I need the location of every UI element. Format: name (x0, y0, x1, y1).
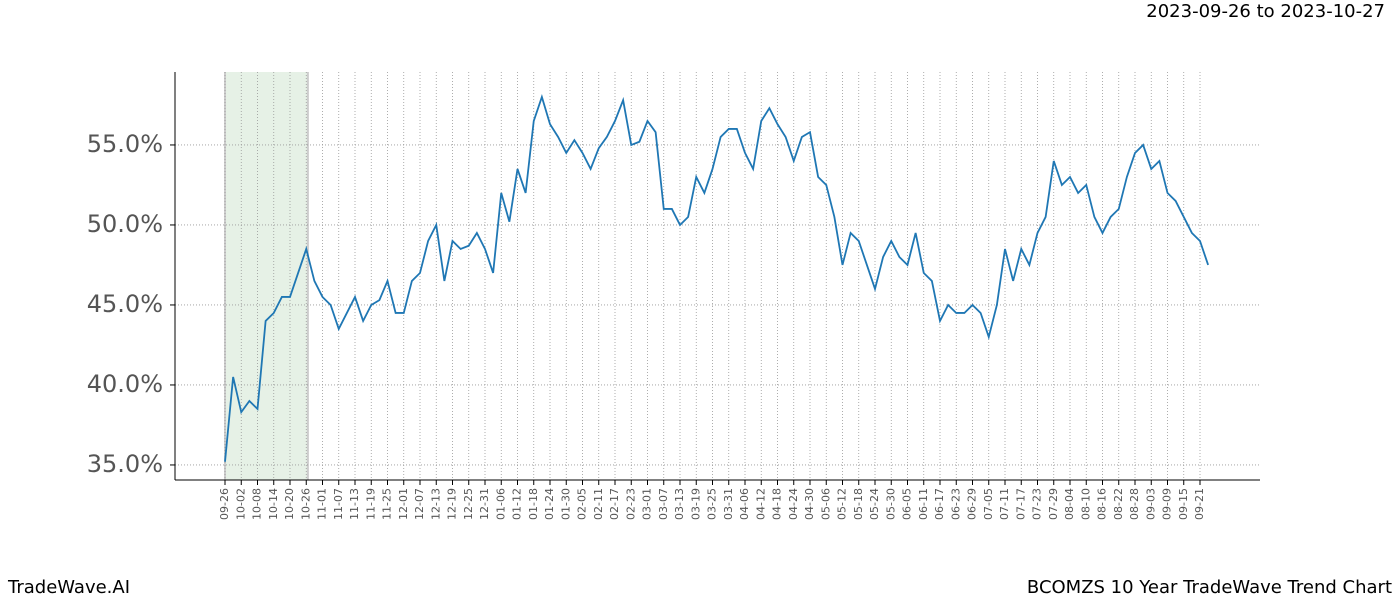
x-tick-label: 10-08 (251, 488, 264, 520)
x-tick-label: 04-06 (738, 488, 751, 520)
x-tick-label: 08-22 (1112, 488, 1125, 520)
x-tick-label: 03-13 (673, 488, 686, 520)
y-tick-label: 45.0% (87, 290, 163, 318)
y-tick-label: 35.0% (87, 450, 163, 478)
x-tick-label: 01-30 (559, 488, 572, 520)
x-tick-label: 12-07 (413, 488, 426, 520)
x-tick-label: 11-25 (381, 488, 394, 520)
x-tick-label: 07-05 (982, 488, 995, 520)
x-tick-label: 04-18 (771, 488, 784, 520)
x-tick-label: 11-01 (316, 488, 329, 520)
x-tick-label: 04-24 (787, 488, 800, 520)
x-tick-label: 05-18 (852, 488, 865, 520)
x-tick-label: 11-19 (364, 488, 377, 520)
x-tick-label: 03-19 (689, 488, 702, 520)
x-tick-label: 05-06 (819, 488, 832, 520)
x-tick-label: 05-30 (884, 488, 897, 520)
x-tick-label: 09-21 (1193, 488, 1206, 520)
x-tick-label: 02-23 (624, 488, 637, 520)
x-tick-label: 09-26 (218, 488, 231, 520)
x-tick-label: 06-29 (966, 488, 979, 520)
x-tick-label: 06-17 (933, 488, 946, 520)
x-tick-label: 09-03 (1144, 488, 1157, 520)
x-tick-label: 03-25 (706, 488, 719, 520)
x-tick-label: 03-31 (722, 488, 735, 520)
x-tick-label: 06-05 (901, 488, 914, 520)
x-tick-label: 01-24 (543, 488, 556, 520)
x-tick-label: 06-11 (917, 488, 930, 520)
x-tick-label: 08-16 (1096, 488, 1109, 520)
x-tick-label: 03-07 (657, 488, 670, 520)
x-tick-label: 06-23 (949, 488, 962, 520)
y-tick-label: 55.0% (87, 130, 163, 158)
x-tick-label: 10-26 (299, 488, 312, 520)
x-tick-label: 01-12 (511, 488, 524, 520)
x-tick-label: 10-20 (283, 488, 296, 520)
x-tick-label: 11-07 (332, 488, 345, 520)
x-tick-label: 01-06 (494, 488, 507, 520)
x-tick-label: 12-19 (446, 488, 459, 520)
x-tick-label: 09-15 (1177, 488, 1190, 520)
x-tick-label: 02-11 (592, 488, 605, 520)
y-tick-label: 40.0% (87, 370, 163, 398)
brand: TradeWave.AI (7, 577, 130, 598)
x-tick-label: 04-30 (803, 488, 816, 520)
x-tick-label: 04-12 (754, 488, 767, 520)
x-tick-label: 07-23 (1031, 488, 1044, 520)
x-tick-label: 12-01 (397, 488, 410, 520)
x-tick-label: 03-01 (641, 488, 654, 520)
x-tick-label: 09-09 (1161, 488, 1174, 520)
x-tick-label: 08-04 (1063, 488, 1076, 520)
x-tick-label: 02-05 (576, 488, 589, 520)
x-tick-label: 05-24 (868, 488, 881, 520)
x-tick-label: 02-17 (608, 488, 621, 520)
x-tick-label: 11-13 (348, 488, 361, 520)
x-tick-label: 08-10 (1079, 488, 1092, 520)
x-tick-label: 12-31 (478, 488, 491, 520)
x-tick-label: 07-11 (998, 488, 1011, 520)
highlight-span (225, 72, 308, 480)
x-tick-label: 10-02 (234, 488, 247, 520)
trend-line (224, 93, 1209, 462)
x-tick-label: 12-13 (429, 488, 442, 520)
y-tick-label: 50.0% (87, 210, 163, 238)
x-tick-label: 10-14 (267, 488, 280, 520)
x-tick-label: 07-29 (1047, 488, 1060, 520)
x-tick-label: 07-17 (1014, 488, 1027, 520)
x-tick-label: 12-25 (462, 488, 475, 520)
x-tick-label: 01-18 (527, 488, 540, 520)
x-tick-label: 05-12 (836, 488, 849, 520)
chart-title: BCOMZS 10 Year TradeWave Trend Chart (1027, 577, 1392, 598)
x-tick-label: 08-28 (1128, 488, 1141, 520)
date-range: 2023-09-26 to 2023-10-27 (1146, 1, 1385, 22)
